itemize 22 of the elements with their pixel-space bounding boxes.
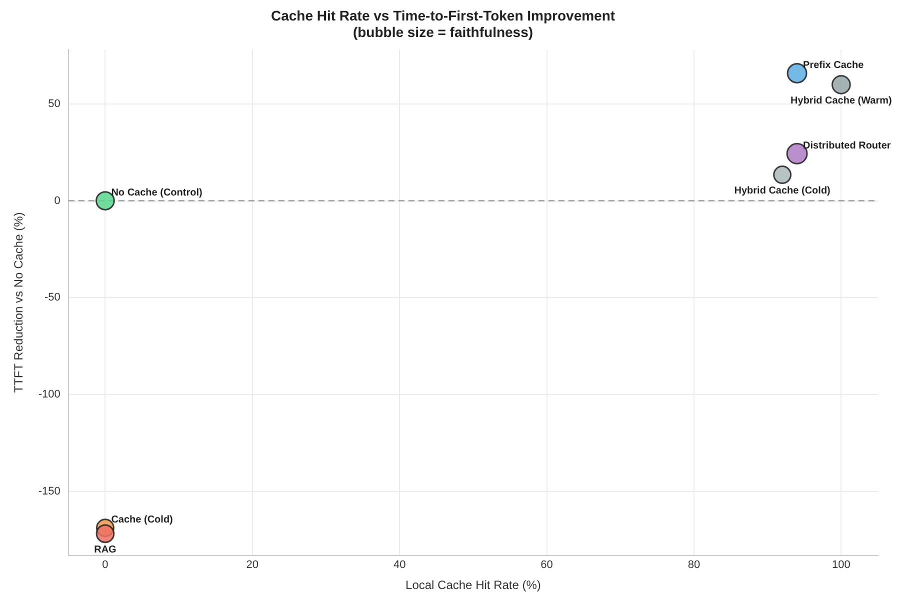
x-tick-label: 40	[393, 559, 406, 572]
y-tick-label: -50	[44, 292, 60, 304]
chart-title: Cache Hit Rate vs Time-to-First-Token Improvement	[270, 7, 616, 24]
annotation: Hybrid Cache (Warm)	[790, 95, 892, 106]
annotation: Hybrid Cache (Cold)	[734, 186, 830, 197]
x-tick-label: 20	[246, 559, 259, 572]
y-axis-title: TTFT Reduction vs No Cache (%)	[12, 212, 26, 393]
x-tick-label: 100	[832, 559, 850, 572]
annotation: Prefix Cache	[803, 60, 864, 71]
x-axis-title: Local Cache Hit Rate (%)	[406, 578, 541, 592]
y-tick-label: -100	[38, 388, 60, 401]
annotation: Distributed Router	[803, 140, 891, 152]
annotation: Cache (Cold)	[111, 514, 173, 526]
x-tick-label: 80	[688, 559, 700, 572]
y-tick-label: -150	[38, 485, 60, 498]
annotation: RAG	[94, 544, 117, 556]
x-tick-label: 0	[102, 559, 108, 572]
annotation: No Cache (Control)	[111, 188, 202, 199]
chart-subtitle: (bubble size = faithfulness)	[352, 24, 534, 40]
y-tick-label: 0	[54, 194, 60, 207]
y-tick-label: 50	[48, 98, 60, 110]
x-tick-label: 60	[540, 559, 553, 572]
